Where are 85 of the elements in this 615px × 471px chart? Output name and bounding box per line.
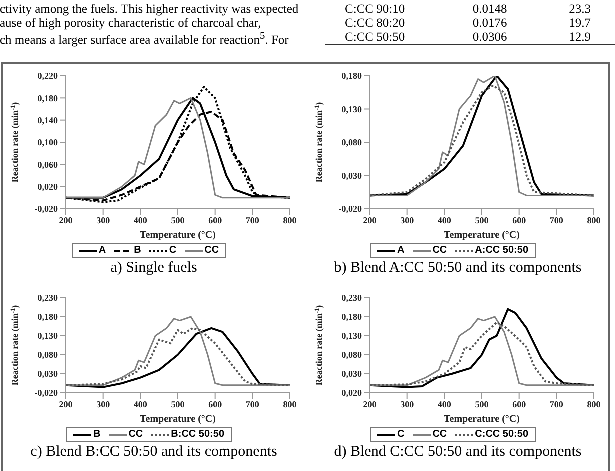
text: C:CC 80:20: [344, 16, 406, 30]
y-tick-label: -0,020: [338, 204, 362, 214]
x-axis-title: Temperature (°C): [140, 414, 216, 425]
text: 12.9: [568, 30, 592, 44]
text: ause of high porosity characteristic of charcoal char,: [0, 16, 262, 30]
x-tick-label: 700: [550, 399, 564, 410]
y-tick-label: 0,180: [38, 93, 58, 104]
y-tick-label: 0,030: [342, 170, 362, 181]
text: C:CC 50:50: [344, 30, 406, 44]
x-tick-label: 500: [475, 215, 490, 226]
y-tick-label: 0,220: [38, 71, 58, 82]
y-tick-label: -0,020: [34, 388, 58, 398]
y-tick-label: 0,230: [342, 293, 362, 304]
text: ctivity among the fuels. This higher reactivity was expected: [0, 2, 300, 16]
y-tick-label: 0,030: [342, 369, 362, 380]
x-tick-label: 500: [475, 399, 490, 410]
legend-label: C:CC 50:50: [475, 429, 529, 440]
y-tick-label: 0,140: [38, 116, 58, 126]
x-tick-label: 800: [283, 399, 298, 410]
legend-label: CC: [204, 245, 220, 256]
x-axis-title: Temperature (°C): [444, 230, 520, 241]
y-tick-label: 0,030: [38, 369, 58, 380]
x-tick-label: 800: [283, 215, 298, 226]
y-tick-label: 0,080: [342, 138, 362, 148]
x-tick-label: 200: [59, 215, 74, 226]
x-tick-label: 700: [246, 215, 260, 226]
x-tick-label: 600: [512, 399, 527, 410]
text: c) Blend B:CC 50:50 and its components: [30, 444, 278, 461]
text: C:CC 90:10: [344, 2, 406, 16]
legend-label: A: [397, 245, 405, 256]
x-axis-title: Temperature (°C): [140, 230, 216, 241]
x-tick-label: 700: [246, 399, 260, 410]
x-tick-label: 600: [208, 215, 223, 226]
x-tick-label: 300: [400, 215, 415, 226]
x-tick-label: 700: [550, 215, 564, 226]
x-tick-label: 200: [363, 215, 378, 226]
x-tick-label: 600: [512, 215, 527, 226]
x-tick-label: 400: [134, 399, 148, 410]
legend-label: A:CC 50:50: [475, 245, 529, 256]
x-tick-label: 500: [171, 215, 186, 226]
y-tick-label: -0,020: [34, 204, 58, 214]
legend-label: CC: [432, 245, 448, 256]
x-tick-label: 400: [438, 215, 452, 226]
x-tick-label: 300: [400, 399, 415, 410]
x-tick-label: 400: [438, 399, 452, 410]
legend-label: CC: [128, 429, 144, 440]
text: 23.3: [568, 2, 592, 16]
legend-label: B:CC 50:50: [171, 429, 225, 440]
x-axis-title: Temperature (°C): [444, 414, 520, 425]
text: 0.0148: [472, 2, 508, 16]
y-tick-label: 0,180: [38, 312, 58, 322]
x-tick-label: 300: [96, 215, 111, 226]
text: ch means a larger surface area available for reaction$^{5}$. For: [0, 30, 290, 48]
y-tick-label: 0,180: [342, 71, 362, 82]
y-tick-label: 0,130: [38, 331, 58, 342]
legend-label: B: [93, 429, 101, 440]
y-tick-label: 0,080: [342, 350, 362, 360]
y-tick-label: 0,230: [38, 293, 58, 304]
legend-label: CC: [432, 429, 448, 440]
x-tick-label: 300: [96, 399, 111, 410]
y-tick-label: 0,060: [38, 160, 58, 170]
x-tick-label: 400: [134, 215, 148, 226]
x-tick-label: 500: [171, 399, 186, 410]
x-tick-label: 600: [208, 399, 223, 410]
legend-label: A: [98, 245, 106, 256]
text: a) Single fuels: [110, 260, 198, 277]
legend-label: B: [134, 245, 142, 256]
text: 0.0176: [472, 16, 508, 30]
y-tick-label: 0,180: [342, 312, 362, 322]
text: b) Blend A:CC 50:50 and its components: [333, 260, 583, 277]
text: 19.7: [568, 16, 592, 30]
legend-label: C: [397, 429, 405, 440]
y-tick-label: 0,080: [38, 350, 58, 360]
x-tick-label: 200: [59, 399, 74, 410]
y-tick-label: 0,130: [342, 104, 362, 114]
x-tick-label: 800: [587, 399, 602, 410]
x-tick-label: 200: [363, 399, 378, 410]
text: 0.0306: [472, 30, 508, 44]
y-tick-label: 0,130: [342, 331, 362, 342]
y-tick-label: 0,020: [38, 182, 58, 192]
y-tick-label: 0,020: [342, 388, 362, 398]
x-tick-label: 800: [587, 215, 602, 226]
text: d) Blend C:CC 50:50 and its components: [333, 444, 583, 461]
legend-label: C: [169, 245, 177, 256]
y-tick-label: 0,100: [38, 138, 58, 148]
